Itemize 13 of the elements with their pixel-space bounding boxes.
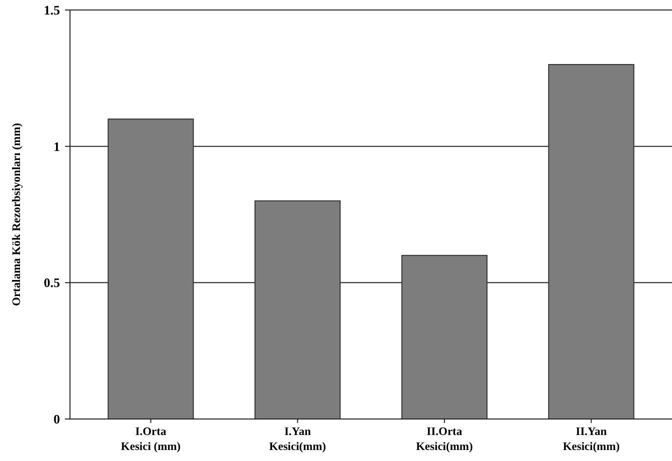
bar — [254, 200, 341, 420]
bar — [108, 118, 194, 420]
x-tick-label: II.Orta Kesici(mm) — [416, 426, 473, 453]
y-axis-title: Ortalama Kök Rezorbsiyonları (mm) — [11, 122, 23, 306]
y-tick-label: 0.5 — [44, 275, 60, 290]
x-tick-label: I.Orta Kesici (mm) — [120, 426, 181, 453]
x-tick-label: II.Yan Kesici(mm) — [562, 426, 620, 453]
bar — [548, 64, 634, 420]
y-tick-label: 0 — [54, 412, 60, 427]
y-tick-label: 1 — [54, 138, 60, 154]
bar — [401, 254, 488, 420]
x-tick-label: I.Yan Kesici(mm) — [269, 426, 326, 453]
y-tick-label: 1.5 — [44, 2, 60, 18]
